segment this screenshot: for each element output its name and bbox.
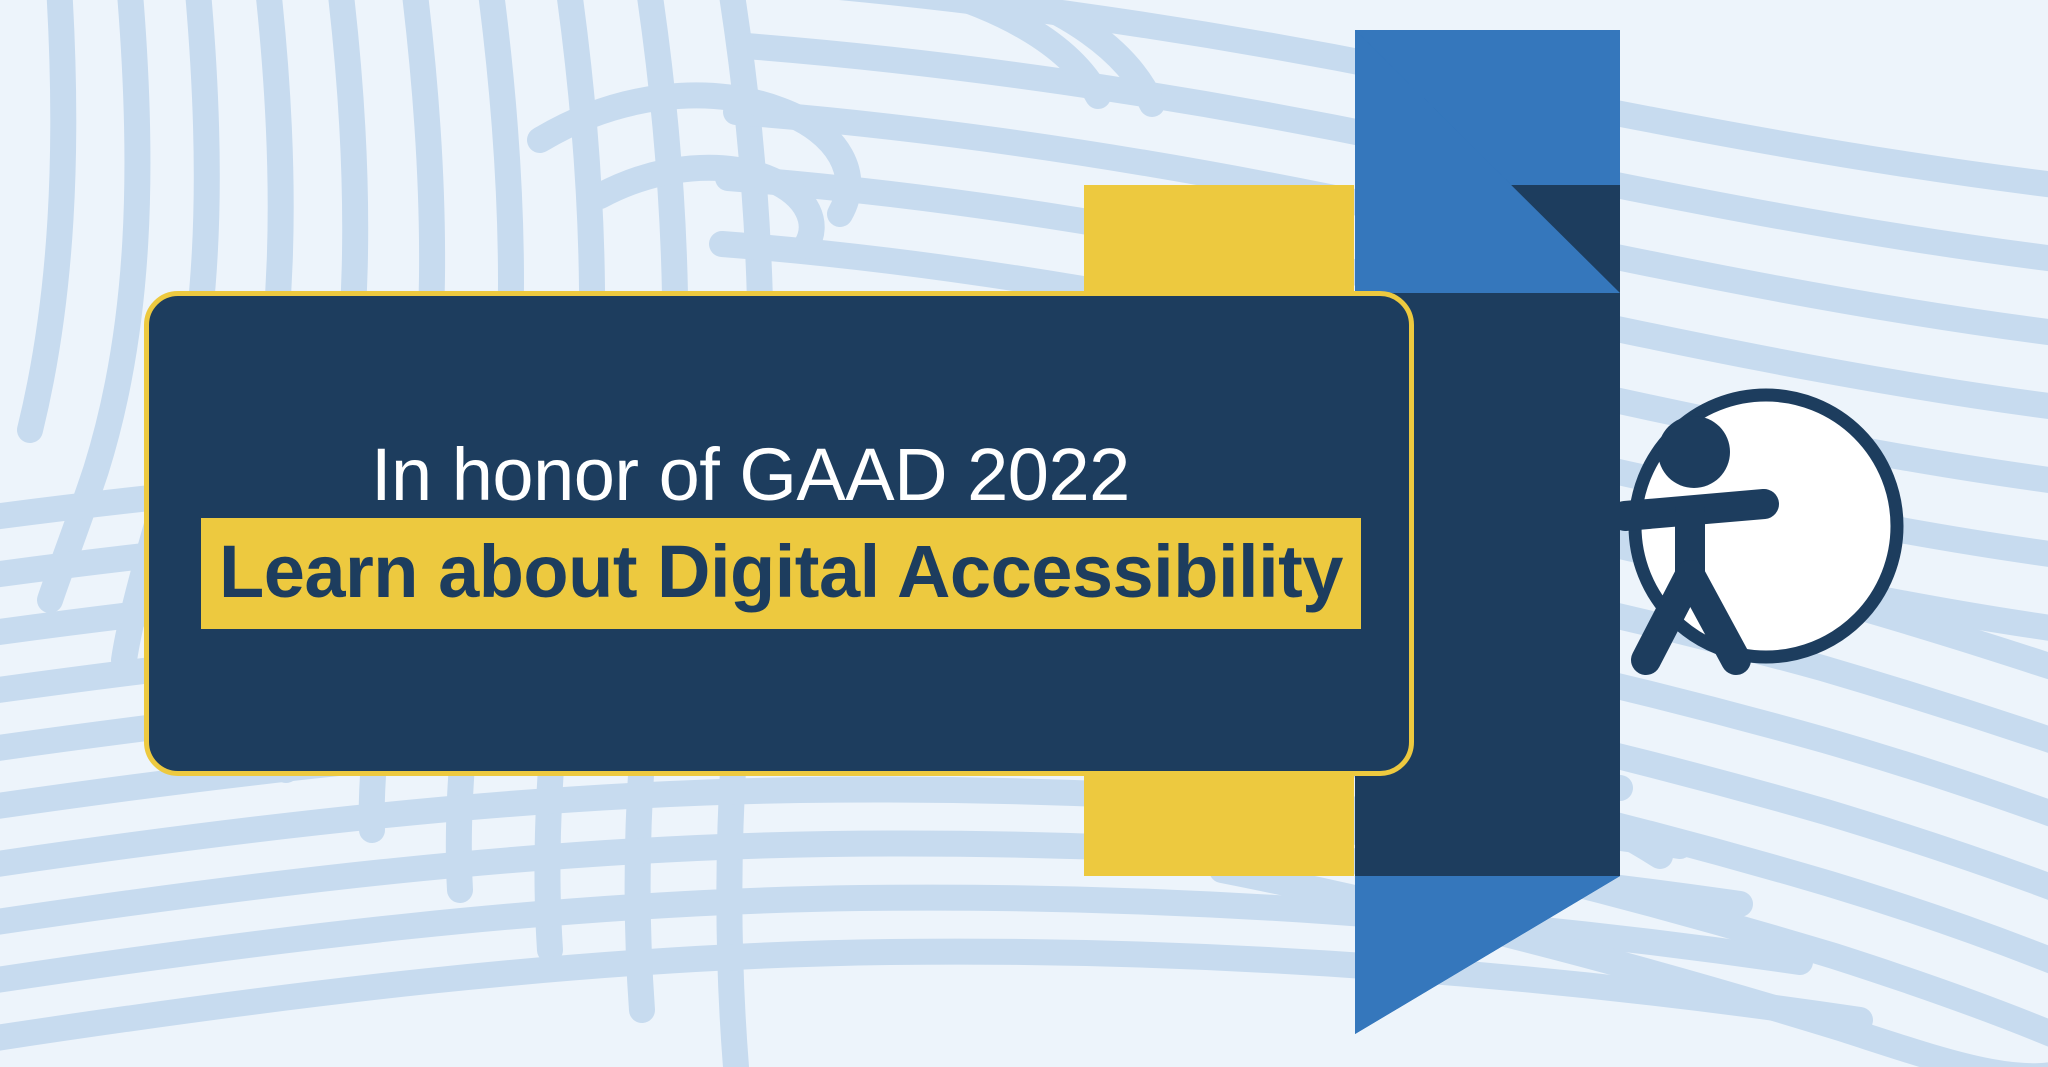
headline-primary: In honor of GAAD 2022	[371, 432, 1130, 516]
headline-secondary-wrapper: Learn about Digital Accessibility	[149, 517, 1361, 630]
message-card: In honor of GAAD 2022 Learn about Digita…	[144, 291, 1414, 776]
headline-secondary: Learn about Digital Accessibility	[201, 517, 1361, 630]
message-card-content: In honor of GAAD 2022 Learn about Digita…	[149, 296, 1409, 771]
